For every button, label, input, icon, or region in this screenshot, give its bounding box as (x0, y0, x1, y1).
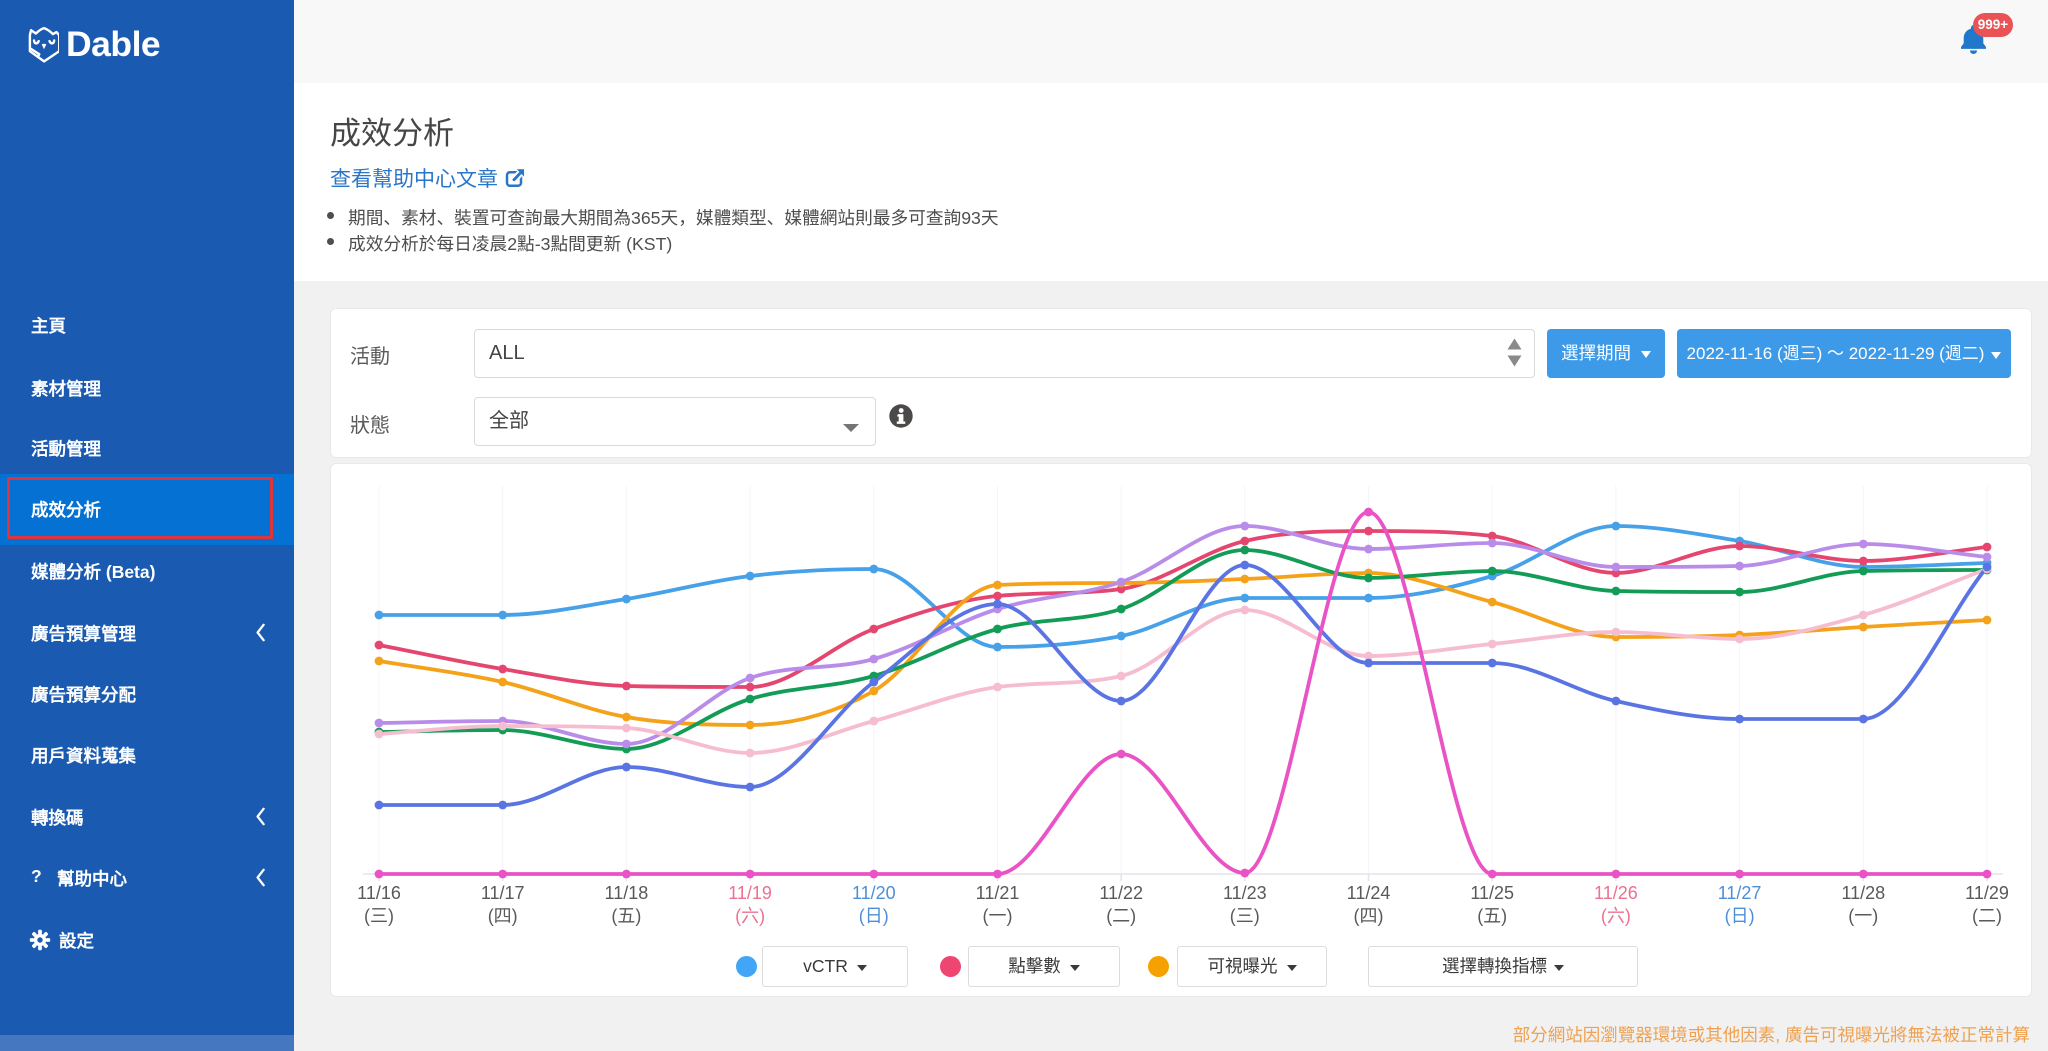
svg-text:(日): (日) (1725, 906, 1755, 926)
svg-text:11/24: 11/24 (1347, 883, 1391, 903)
svg-text:(五): (五) (1477, 906, 1507, 926)
svg-text:(一): (一) (1848, 906, 1878, 926)
svg-text:11/23: 11/23 (1223, 883, 1267, 903)
svg-text:(三): (三) (364, 906, 394, 926)
svg-text:(三): (三) (1230, 906, 1260, 926)
svg-text:11/29: 11/29 (1965, 883, 2009, 903)
svg-text:(六): (六) (735, 906, 765, 926)
svg-text:11/16: 11/16 (357, 883, 401, 903)
svg-text:(二): (二) (1972, 906, 2002, 926)
svg-text:(四): (四) (488, 906, 518, 926)
svg-text:11/27: 11/27 (1718, 883, 1762, 903)
svg-text:11/26: 11/26 (1594, 883, 1638, 903)
svg-text:(一): (一) (983, 906, 1013, 926)
svg-text:(日): (日) (859, 906, 889, 926)
svg-text:11/28: 11/28 (1841, 883, 1885, 903)
svg-text:(六): (六) (1601, 906, 1631, 926)
svg-text:11/21: 11/21 (976, 883, 1020, 903)
svg-text:(五): (五) (611, 906, 641, 926)
svg-text:11/20: 11/20 (852, 883, 896, 903)
svg-text:(二): (二) (1106, 906, 1136, 926)
svg-text:11/19: 11/19 (728, 883, 772, 903)
svg-text:11/17: 11/17 (481, 883, 525, 903)
svg-text:11/22: 11/22 (1099, 883, 1143, 903)
svg-text:11/25: 11/25 (1470, 883, 1514, 903)
svg-text:(四): (四) (1354, 906, 1384, 926)
svg-text:11/18: 11/18 (605, 883, 649, 903)
